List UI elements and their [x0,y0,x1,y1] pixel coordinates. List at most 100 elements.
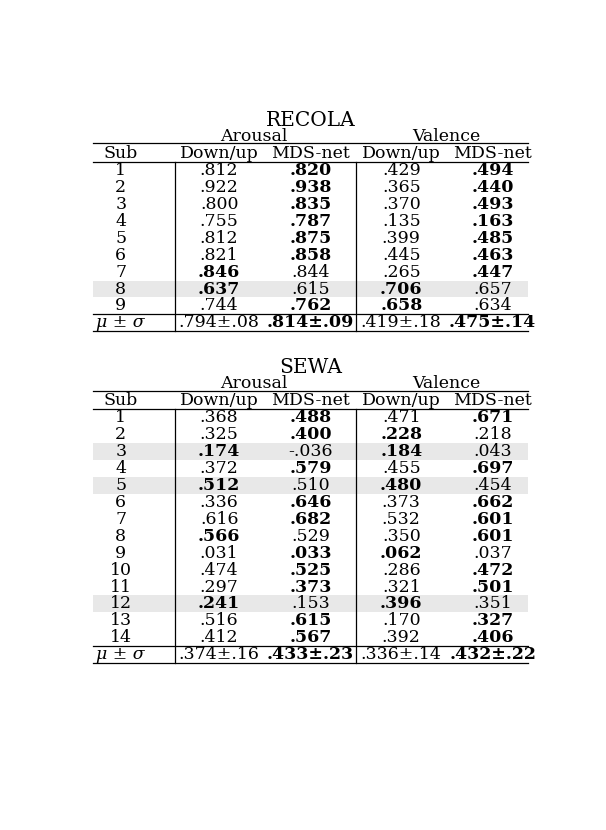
Text: .485: .485 [471,230,514,247]
Text: .135: .135 [382,212,421,230]
Text: .163: .163 [471,212,514,230]
Text: .938: .938 [290,179,331,196]
Text: 5: 5 [115,230,126,247]
Text: 9: 9 [115,544,126,562]
Text: .241: .241 [198,595,240,613]
Text: .800: .800 [200,196,238,212]
Text: .406: .406 [471,629,514,647]
Text: .922: .922 [200,179,239,196]
Text: .043: .043 [473,443,512,460]
Bar [93,477,528,494]
Bar [93,281,528,297]
Text: .706: .706 [380,281,422,297]
Text: .510: .510 [291,477,330,494]
Text: MDS-net: MDS-net [271,393,350,409]
Text: .601: .601 [471,528,514,544]
Text: .493: .493 [471,196,514,212]
Text: .062: .062 [380,544,422,562]
Text: .475±.14: .475±.14 [449,315,536,331]
Text: 8: 8 [115,281,126,297]
Text: .744: .744 [200,297,238,315]
Text: .321: .321 [382,579,421,595]
Text: .351: .351 [473,595,512,613]
Text: .432±.22: .432±.22 [449,647,536,663]
Text: .170: .170 [382,613,421,629]
Text: .396: .396 [380,595,422,613]
Text: RECOLA: RECOLA [265,111,356,130]
Text: .368: .368 [200,409,238,426]
Text: .447: .447 [471,264,514,281]
Text: 4: 4 [115,460,126,477]
Text: 2: 2 [115,179,126,196]
Text: .373: .373 [382,494,421,510]
Bar [93,595,528,613]
Text: .153: .153 [291,595,330,613]
Text: .637: .637 [198,281,241,297]
Text: .812: .812 [200,162,238,179]
Text: Down/up: Down/up [180,145,259,162]
Text: μ ± σ: μ ± σ [96,647,145,663]
Text: 11: 11 [110,579,132,595]
Text: .634: .634 [473,297,512,315]
Text: 3: 3 [115,443,126,460]
Text: .455: .455 [382,460,421,477]
Text: .370: .370 [382,196,421,212]
Text: MDS-net: MDS-net [453,393,532,409]
Text: 6: 6 [115,494,126,510]
Text: .846: .846 [198,264,240,281]
Text: .615: .615 [291,281,330,297]
Text: μ ± σ: μ ± σ [96,315,145,331]
Text: .835: .835 [290,196,331,212]
Text: 13: 13 [110,613,132,629]
Text: .033: .033 [289,544,332,562]
Text: .392: .392 [382,629,421,647]
Text: .566: .566 [198,528,241,544]
Text: .297: .297 [200,579,239,595]
Text: .400: .400 [289,426,332,443]
Text: 12: 12 [110,595,132,613]
Text: Down/up: Down/up [180,393,259,409]
Text: Arousal: Arousal [221,128,288,145]
Text: .494: .494 [471,162,514,179]
Text: .858: .858 [290,247,331,264]
Text: 1: 1 [115,162,126,179]
Text: .794±.08: .794±.08 [179,315,259,331]
Text: .516: .516 [200,613,238,629]
Text: .844: .844 [291,264,330,281]
Text: .755: .755 [200,212,239,230]
Text: 7: 7 [115,264,126,281]
Text: .875: .875 [290,230,331,247]
Text: .488: .488 [290,409,331,426]
Text: .501: .501 [471,579,514,595]
Text: .812: .812 [200,230,238,247]
Text: .658: .658 [380,297,422,315]
Text: .671: .671 [471,409,514,426]
Text: Down/up: Down/up [362,393,441,409]
Text: .601: .601 [471,510,514,528]
Text: .265: .265 [382,264,421,281]
Text: MDS-net: MDS-net [271,145,350,162]
Text: 1: 1 [115,409,126,426]
Text: .184: .184 [380,443,422,460]
Text: .433±.23: .433±.23 [267,647,354,663]
Text: Arousal: Arousal [221,375,288,393]
Text: .412: .412 [200,629,238,647]
Text: .336±.14: .336±.14 [361,647,442,663]
Text: 4: 4 [115,212,126,230]
Text: .579: .579 [289,460,332,477]
Text: 9: 9 [115,297,126,315]
Text: 2: 2 [115,426,126,443]
Text: .440: .440 [471,179,514,196]
Text: .480: .480 [380,477,422,494]
Text: .820: .820 [290,162,331,179]
Text: .174: .174 [198,443,241,460]
Text: .821: .821 [200,247,238,264]
Text: 14: 14 [110,629,132,647]
Text: .399: .399 [382,230,421,247]
Text: .336: .336 [200,494,239,510]
Text: .325: .325 [200,426,239,443]
Text: .445: .445 [382,247,421,264]
Text: Valence: Valence [412,128,481,145]
Text: .532: .532 [382,510,421,528]
Text: Down/up: Down/up [362,145,441,162]
